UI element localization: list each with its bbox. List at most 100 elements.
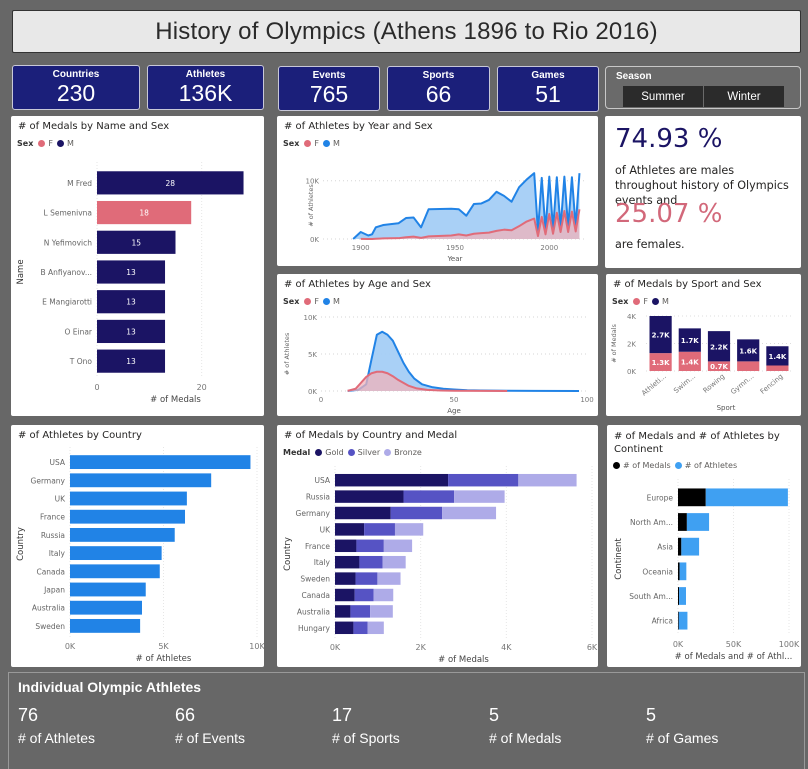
bar-segment-m [707, 331, 731, 362]
medals-by-sport-card: # of Medals by Sport and Sex Sex F M 0K 2… [606, 274, 801, 416]
y-tick-label: Russia [306, 493, 330, 502]
kpi-value: 230 [56, 80, 96, 106]
bar-segment-m [737, 339, 760, 362]
kpi-label: Sports [422, 70, 455, 81]
data-label: 13 [126, 298, 136, 307]
dashboard-title: History of Olympics (Athens 1896 to Rio … [12, 10, 801, 53]
bar-segment-f [649, 353, 672, 371]
female-description: are females. [615, 238, 685, 251]
bar [97, 319, 166, 344]
bar [70, 509, 186, 524]
bar [97, 200, 192, 225]
medals-by-name-chart: 0 20 # of Medals Name M Fred 28 L Semenivna 18 N… [16, 162, 244, 405]
y-tick-label: 0K [627, 368, 636, 376]
legend-male-dot [651, 298, 659, 305]
bar-segment--of-athletes [705, 488, 788, 507]
area-m [347, 331, 580, 391]
bar-segment-bronze [454, 490, 505, 503]
legend-female-label: F [314, 297, 319, 306]
y-tick-label: 0K [308, 388, 317, 396]
bar-segment-bronze [394, 523, 424, 536]
chart-title: # of Athletes by Country [18, 430, 142, 441]
data-label: 1.7K [681, 337, 699, 345]
data-label: 18 [139, 209, 149, 218]
legend-gold-dot [315, 449, 323, 456]
x-tick-label: 2000 [540, 244, 558, 252]
y-tick-label: Australia [32, 604, 65, 613]
bar-segment-bronze [442, 506, 497, 520]
x-tick-label: 0K [673, 640, 684, 649]
y-tick-label: Germany [31, 476, 66, 485]
legend-male-label: M [332, 297, 340, 306]
bar-segment--of-medals [678, 513, 687, 531]
legend-male-label: M [661, 297, 669, 306]
data-label: 13 [126, 357, 136, 366]
legend-bronze-label: Bronze [394, 448, 422, 457]
y-tick-label: Canada [36, 567, 65, 576]
legend-female-label: F [314, 139, 319, 148]
bar-segment-silver [448, 473, 519, 487]
legend-female-dot [304, 298, 312, 305]
bar [70, 491, 187, 506]
kpi-label: Athletes [185, 69, 226, 80]
panel-title: Individual Olympic Athletes [18, 679, 202, 695]
legend-title: Sex [283, 139, 300, 148]
x-tick-label: 100 [580, 396, 593, 404]
bar-segment-gold [335, 506, 391, 520]
data-label: 13 [126, 327, 136, 336]
y-tick-label: UK [55, 495, 66, 504]
x-axis-title: # of Athletes [136, 654, 192, 664]
kpi-value: 765 [309, 81, 349, 107]
kpi-athletes: Athletes 136K [147, 65, 264, 110]
area-f [347, 371, 508, 391]
x-axis-title: # of Medals [438, 655, 489, 665]
female-percentage: 25.07 % [615, 199, 723, 229]
bar-segment-gold [335, 588, 355, 602]
y-axis-title: Country [16, 527, 26, 561]
bar-segment-m [766, 346, 789, 366]
area-m [353, 173, 580, 239]
x-tick-label: 0K [65, 642, 76, 651]
bar-segment-gold [335, 572, 356, 585]
x-tick-label: 100K [779, 640, 800, 649]
x-tick-label: 1950 [446, 244, 464, 252]
chart-title: # of Athletes by Year and Sex [284, 121, 433, 132]
y-tick-label: France [305, 542, 330, 551]
y-tick-label: 4K [627, 313, 636, 321]
season-winter-button[interactable]: Winter [704, 86, 784, 107]
data-label: 1.4K [768, 353, 786, 361]
stat-medals: 5 # of Medals [489, 705, 561, 746]
athletes-by-age-chart: 0K 5K 10K 0 50 100 Age # of Athletes [283, 314, 594, 415]
kpi-value: 51 [535, 81, 561, 107]
x-tick-label: Rowing [702, 372, 727, 394]
stat-value: 66 [175, 705, 196, 725]
chart-title: # of Medals by Country and Medal [284, 430, 458, 441]
x-axis-title: # of Medals [150, 395, 201, 405]
y-tick-label: T Ono [69, 357, 93, 366]
bar [70, 582, 146, 597]
bar-segment--of-medals [678, 537, 682, 556]
season-summer-button[interactable]: Summer [623, 86, 703, 107]
kpi-value: 66 [425, 81, 452, 107]
legend-female-label: F [643, 297, 648, 306]
bar-segment-f [766, 365, 789, 371]
chart-legend: Sex F M [17, 139, 74, 148]
legend-male-dot [322, 140, 330, 147]
bar-segment--of-medals [678, 488, 706, 507]
bar [97, 171, 244, 195]
bar [97, 260, 166, 284]
x-tick-label: 0 [319, 396, 323, 404]
bar [70, 527, 175, 542]
legend-female-label: F [48, 139, 53, 148]
bar-segment-silver [355, 572, 378, 585]
bar-segment-bronze [373, 588, 394, 602]
stat-label: # of Games [646, 730, 719, 746]
y-tick-label: Japan [43, 586, 65, 595]
bar-segment-f [707, 361, 731, 371]
medals-by-name-card: # of Medals by Name and Sex Sex F M 0 20 #… [11, 116, 264, 416]
y-tick-label: Australia [297, 607, 330, 616]
bar-segment-gold [335, 605, 351, 618]
chart-title: # of Athletes by Age and Sex [284, 279, 431, 290]
x-tick-label: 4K [501, 643, 512, 652]
athletes-by-year-chart: 0K 10K 1900 1950 2000 Year # of Athletes [306, 172, 587, 263]
